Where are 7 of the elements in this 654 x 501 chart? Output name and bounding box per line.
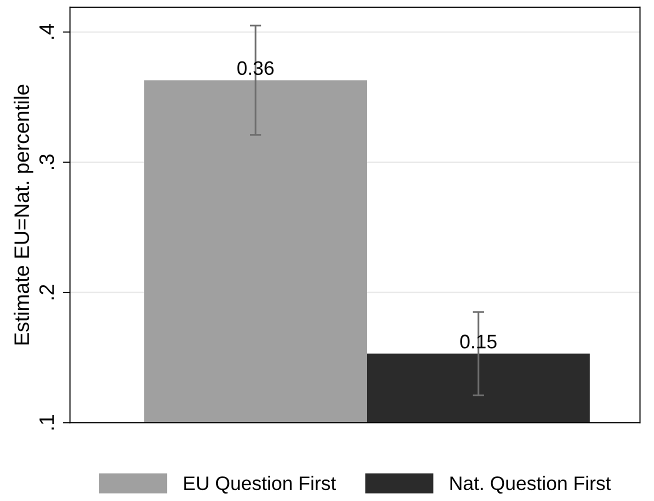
y-tick-label: .2 <box>39 284 54 300</box>
y-axis-title: Estimate EU=Nat. percentile <box>14 84 34 344</box>
y-tick-label: .1 <box>40 415 54 430</box>
y-tick-label: .3 <box>39 154 54 170</box>
legend-label: EU Question First <box>184 476 336 494</box>
y-tick-label: .4 <box>40 24 54 39</box>
legend-label: Nat. Question First <box>450 476 611 494</box>
